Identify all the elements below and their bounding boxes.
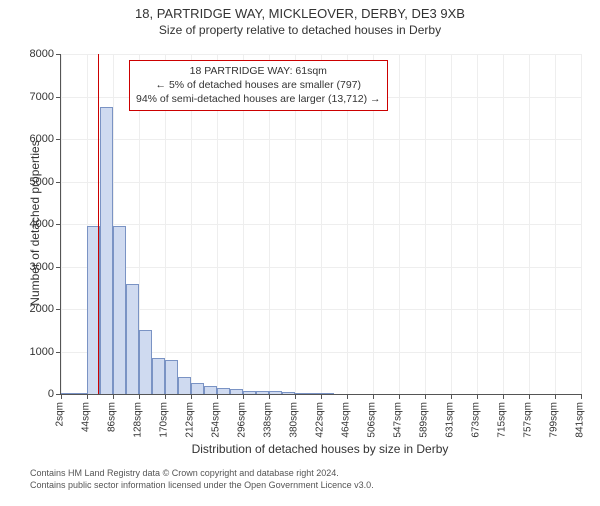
grid-line-v xyxy=(425,54,426,394)
histogram-bar xyxy=(321,393,334,394)
histogram-bar xyxy=(113,226,126,394)
ytick-label: 3000 xyxy=(4,261,54,273)
xtick-label: 422sqm xyxy=(315,402,326,438)
xtick-label: 44sqm xyxy=(81,402,92,432)
xtick-mark xyxy=(217,394,218,399)
histogram-bar xyxy=(243,391,256,394)
histogram-bar xyxy=(295,393,308,394)
ytick-label: 1000 xyxy=(4,346,54,358)
ytick-label: 2000 xyxy=(4,303,54,315)
xtick-label: 338sqm xyxy=(263,402,274,438)
xtick-label: 757sqm xyxy=(522,402,533,438)
xtick-label: 799sqm xyxy=(548,402,559,438)
xtick-label: 2sqm xyxy=(55,402,66,426)
annotation-line-3: 94% of semi-detached houses are larger (… xyxy=(136,92,381,106)
histogram-bar xyxy=(256,391,269,394)
histogram-bar xyxy=(139,330,152,394)
histogram-bar xyxy=(269,391,282,394)
histogram-bar xyxy=(230,389,243,394)
histogram-bar xyxy=(191,383,204,394)
histogram-bar xyxy=(204,386,217,395)
grid-line-v xyxy=(451,54,452,394)
chart-subtitle: Size of property relative to detached ho… xyxy=(0,23,600,37)
xtick-label: 547sqm xyxy=(392,402,403,438)
attribution-line-2: Contains public sector information licen… xyxy=(30,480,374,492)
histogram-bar xyxy=(282,392,295,394)
xtick-label: 841sqm xyxy=(575,402,586,438)
ytick-label: 7000 xyxy=(4,91,54,103)
xtick-label: 506sqm xyxy=(367,402,378,438)
xtick-mark xyxy=(113,394,114,399)
grid-line-v xyxy=(555,54,556,394)
chart-title: 18, PARTRIDGE WAY, MICKLEOVER, DERBY, DE… xyxy=(0,6,600,21)
ytick-label: 5000 xyxy=(4,176,54,188)
xtick-label: 631sqm xyxy=(444,402,455,438)
xtick-label: 254sqm xyxy=(211,402,222,438)
histogram-bar xyxy=(308,393,321,394)
xtick-mark xyxy=(61,394,62,399)
grid-line-v xyxy=(477,54,478,394)
grid-line-v xyxy=(503,54,504,394)
xtick-label: 170sqm xyxy=(159,402,170,438)
xtick-mark xyxy=(373,394,374,399)
xtick-mark xyxy=(529,394,530,399)
xtick-label: 380sqm xyxy=(289,402,300,438)
xtick-mark xyxy=(269,394,270,399)
xtick-label: 673sqm xyxy=(470,402,481,438)
attribution-line-1: Contains HM Land Registry data © Crown c… xyxy=(30,468,374,480)
histogram-bar xyxy=(217,388,230,394)
xtick-label: 212sqm xyxy=(185,402,196,438)
xtick-label: 86sqm xyxy=(107,402,118,432)
xtick-mark xyxy=(503,394,504,399)
xtick-mark xyxy=(321,394,322,399)
xtick-label: 296sqm xyxy=(237,402,248,438)
grid-line-v xyxy=(399,54,400,394)
xtick-label: 464sqm xyxy=(341,402,352,438)
grid-line-v xyxy=(581,54,582,394)
xtick-label: 128sqm xyxy=(133,402,144,438)
xtick-mark xyxy=(477,394,478,399)
ytick-label: 8000 xyxy=(4,48,54,60)
xtick-mark xyxy=(425,394,426,399)
xtick-mark xyxy=(581,394,582,399)
xtick-mark xyxy=(399,394,400,399)
histogram-bar xyxy=(165,360,178,394)
annotation-line-1: 18 PARTRIDGE WAY: 61sqm xyxy=(136,64,381,78)
xtick-mark xyxy=(191,394,192,399)
histogram-bar xyxy=(152,358,165,394)
histogram-bar xyxy=(61,393,87,394)
xtick-label: 715sqm xyxy=(496,402,507,438)
xtick-label: 589sqm xyxy=(418,402,429,438)
chart-container: 18, PARTRIDGE WAY, MICKLEOVER, DERBY, DE… xyxy=(0,6,600,506)
xtick-mark xyxy=(165,394,166,399)
ytick-label: 4000 xyxy=(4,218,54,230)
histogram-bar xyxy=(126,284,139,395)
histogram-bar xyxy=(178,377,191,394)
xtick-mark xyxy=(347,394,348,399)
grid-line-v xyxy=(61,54,62,394)
reference-line xyxy=(98,54,99,394)
xtick-mark xyxy=(555,394,556,399)
histogram-bar xyxy=(100,107,113,394)
ytick-label: 0 xyxy=(4,388,54,400)
ytick-label: 6000 xyxy=(4,133,54,145)
xtick-mark xyxy=(295,394,296,399)
annotation-line-2: ← 5% of detached houses are smaller (797… xyxy=(136,78,381,92)
grid-line-v xyxy=(529,54,530,394)
x-axis-label: Distribution of detached houses by size … xyxy=(60,442,580,456)
attribution-text: Contains HM Land Registry data © Crown c… xyxy=(30,468,374,491)
xtick-mark xyxy=(243,394,244,399)
xtick-mark xyxy=(139,394,140,399)
plot-area: 18 PARTRIDGE WAY: 61sqm← 5% of detached … xyxy=(60,54,581,395)
xtick-mark xyxy=(451,394,452,399)
annotation-box: 18 PARTRIDGE WAY: 61sqm← 5% of detached … xyxy=(129,60,388,111)
xtick-mark xyxy=(87,394,88,399)
